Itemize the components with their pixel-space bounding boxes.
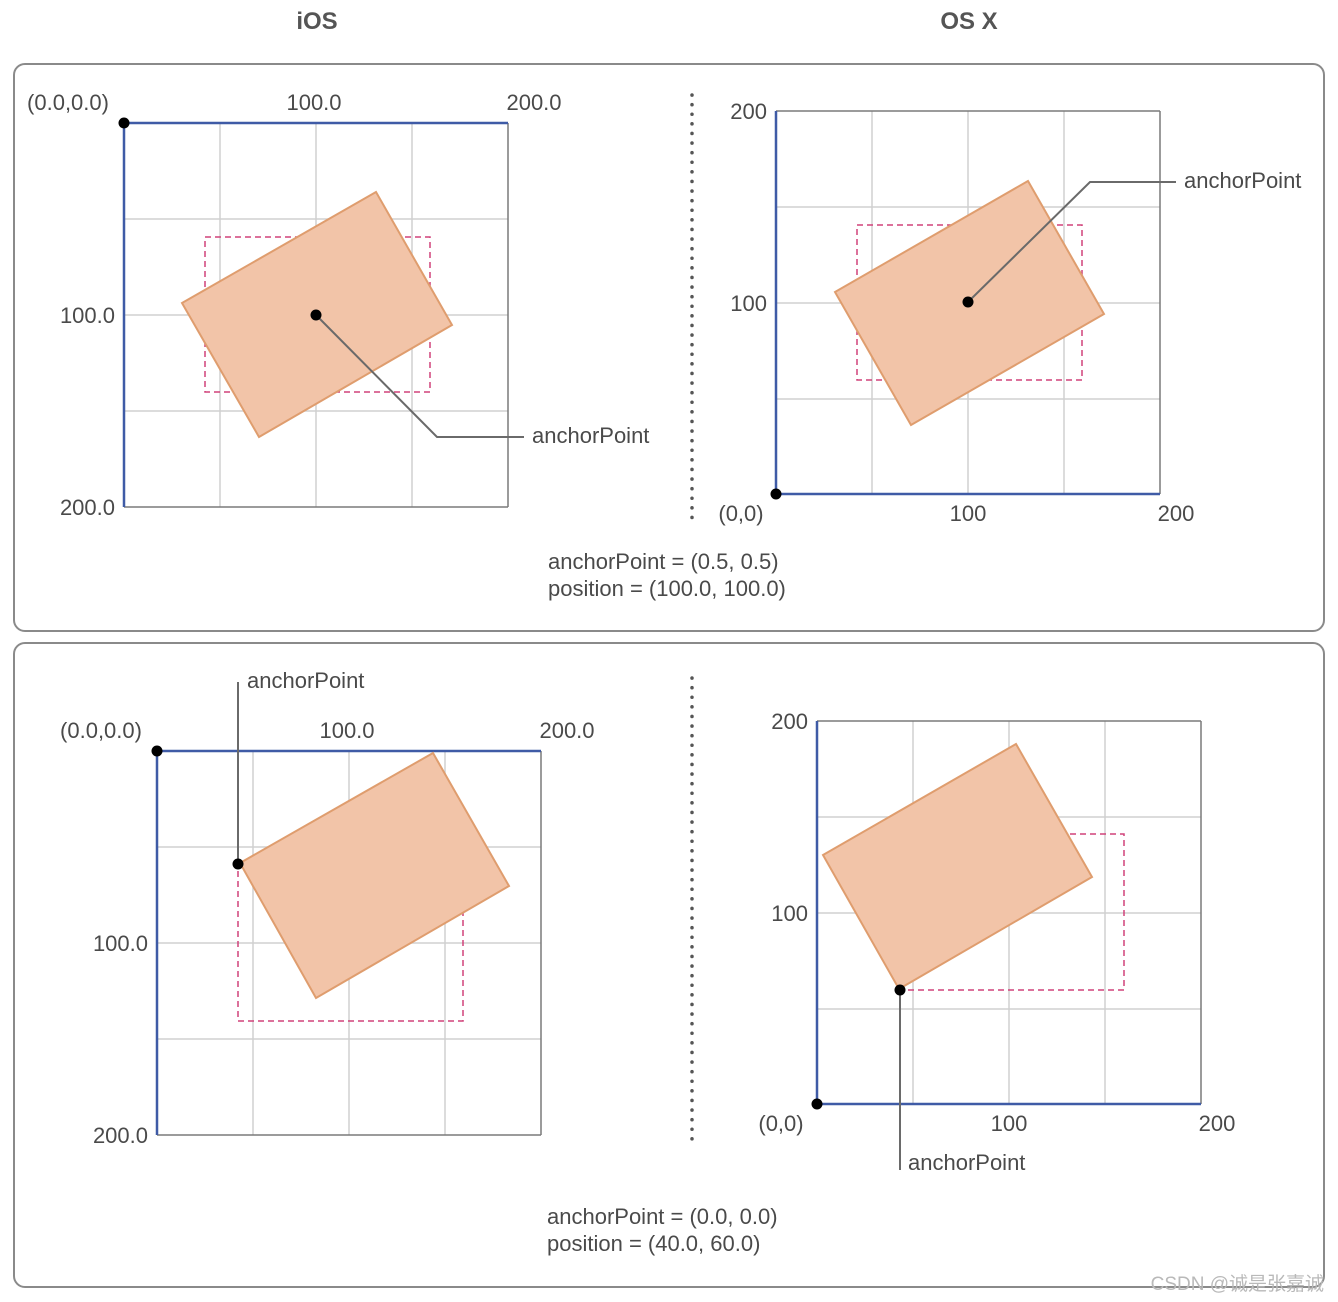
- bottom-caption-position: position = (40.0, 60.0): [547, 1231, 761, 1256]
- ios-column-heading: iOS: [296, 8, 338, 35]
- bottom-ios-axes: [155, 749, 541, 1135]
- top-ios-frame: [124, 123, 509, 508]
- top-ios-anchor-leader: [315, 314, 524, 438]
- top-osx-anchor-label: anchorPoint: [1184, 168, 1301, 193]
- bottom-ios-y-tick-200: 200.0: [93, 1123, 148, 1148]
- top-caption: anchorPoint = (0.5, 0.5) position = (100…: [548, 548, 786, 602]
- bottom-caption: anchorPoint = (0.0, 0.0) position = (40.…: [547, 1203, 778, 1257]
- bottom-ios-origin-label: (0.0,0.0): [60, 718, 142, 743]
- bottom-ios-diagram: (0.0,0.0) 100.0 200.0 100.0 200.0 anchor…: [60, 668, 595, 1148]
- top-osx-x-tick-200: 200: [1158, 501, 1195, 526]
- bottom-osx-origin-dot: [811, 1098, 823, 1110]
- top-osx-y-tick-200: 200: [730, 99, 767, 124]
- bottom-caption-anchorpoint: anchorPoint = (0.0, 0.0): [547, 1204, 778, 1229]
- bottom-osx-diagram: (0,0) 100 200 100 200 anchorPoint: [758, 709, 1235, 1175]
- top-osx-anchor-leader: [967, 181, 1176, 303]
- top-osx-axes: [774, 111, 1160, 496]
- bottom-ios-anchor-label: anchorPoint: [247, 668, 364, 693]
- top-osx-frame: [776, 110, 1161, 494]
- top-ios-y-tick-100: 100.0: [60, 303, 115, 328]
- top-ios-anchor-dot: [310, 309, 322, 321]
- top-ios-diagram: (0.0,0.0) 100.0 200.0 100.0 200.0 anchor…: [27, 90, 649, 520]
- top-ios-origin-dot: [118, 117, 130, 129]
- bottom-ios-x-tick-200: 200.0: [539, 718, 594, 743]
- bottom-example-panel: [13, 642, 1325, 1288]
- top-ios-axes: [122, 121, 508, 507]
- bottom-osx-y-tick-100: 100: [771, 901, 808, 926]
- bottom-osx-x-tick-200: 200: [1199, 1111, 1236, 1136]
- bottom-osx-x-tick-100: 100: [991, 1111, 1028, 1136]
- bottom-ios-x-tick-100: 100.0: [319, 718, 374, 743]
- top-osx-x-tick-100: 100: [950, 501, 987, 526]
- top-ios-y-tick-200: 200.0: [60, 495, 115, 520]
- watermark: CSDN @诚是张嘉诚: [1150, 1274, 1324, 1295]
- bottom-ios-y-tick-100: 100.0: [93, 931, 148, 956]
- bottom-ios-rotated-layer: [238, 751, 511, 1000]
- bottom-ios-anchor-dot: [232, 858, 244, 870]
- top-ios-x-tick-200: 200.0: [506, 90, 561, 115]
- top-osx-origin-dot: [770, 488, 782, 500]
- top-osx-y-tick-100: 100: [730, 291, 767, 316]
- top-ios-x-tick-100: 100.0: [286, 90, 341, 115]
- bottom-osx-frame: [817, 720, 1202, 1104]
- top-osx-anchor-dot: [962, 296, 974, 308]
- osx-column-heading: OS X: [940, 8, 998, 35]
- bottom-osx-y-tick-200: 200: [771, 709, 808, 734]
- bottom-osx-anchor-label: anchorPoint: [908, 1150, 1025, 1175]
- bottom-ios-origin-dot: [151, 745, 163, 757]
- top-ios-origin-label: (0.0,0.0): [27, 90, 109, 115]
- bottom-osx-anchor-dot: [894, 984, 906, 996]
- bottom-osx-axes: [815, 721, 1201, 1106]
- bottom-osx-rotated-layer: [821, 742, 1094, 991]
- bottom-ios-frame: [157, 751, 542, 1136]
- top-osx-origin-label: (0,0): [718, 501, 763, 526]
- top-caption-anchorpoint: anchorPoint = (0.5, 0.5): [548, 549, 779, 574]
- top-osx-diagram: (0,0) 100 200 100 200 anchorPoint: [718, 99, 1301, 526]
- top-caption-position: position = (100.0, 100.0): [548, 576, 786, 601]
- top-ios-anchor-label: anchorPoint: [532, 423, 649, 448]
- bottom-osx-origin-label: (0,0): [758, 1111, 803, 1136]
